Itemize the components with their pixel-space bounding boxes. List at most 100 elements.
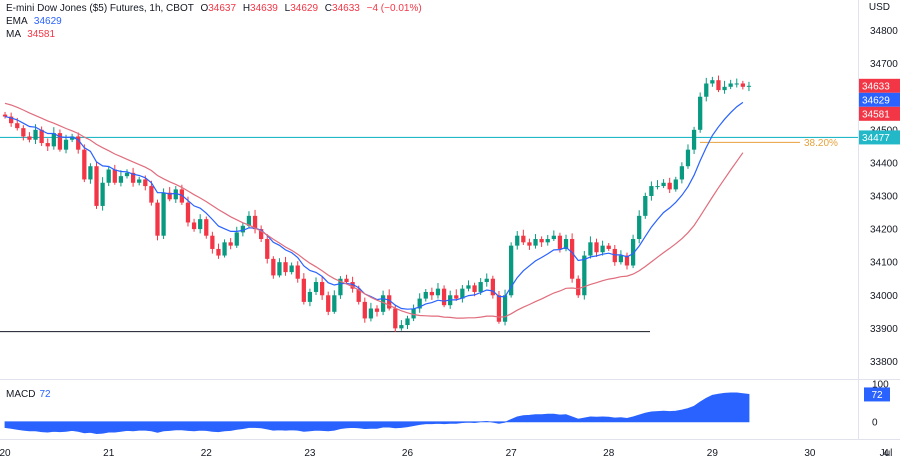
- candle-body: [106, 169, 111, 183]
- legend-change: −4 (−0.01%): [366, 3, 422, 14]
- legend-c-value: 34633: [332, 3, 360, 14]
- candle: [460, 285, 465, 303]
- candle-body: [740, 83, 745, 87]
- candle: [466, 280, 471, 292]
- macd-legend[interactable]: MACD 72: [6, 389, 51, 400]
- x-tick-label: 26: [402, 448, 414, 459]
- candle: [728, 79, 733, 90]
- candle: [295, 261, 300, 283]
- candle-body: [509, 245, 514, 296]
- candle: [594, 238, 599, 257]
- candle: [509, 242, 514, 298]
- candle-body: [277, 262, 282, 276]
- candle-body: [350, 282, 355, 289]
- candle-body: [661, 182, 666, 187]
- candle-body: [338, 278, 343, 296]
- candle: [624, 252, 630, 270]
- candle: [630, 234, 636, 269]
- candle: [21, 125, 26, 141]
- candle: [698, 92, 703, 133]
- candle-body: [228, 242, 233, 246]
- candle: [661, 179, 666, 189]
- candle-body: [21, 128, 26, 137]
- candle-body: [204, 219, 209, 236]
- price-tag-bg: [859, 106, 900, 121]
- candle: [454, 289, 459, 301]
- candle-body: [673, 179, 678, 190]
- candle-body: [112, 169, 117, 183]
- candle-body: [393, 308, 398, 329]
- candle-body: [283, 262, 288, 273]
- candle: [411, 304, 416, 322]
- candle-body: [563, 239, 569, 249]
- candle-body: [9, 116, 14, 124]
- candle: [606, 242, 611, 251]
- candle-body: [362, 301, 367, 319]
- candle: [259, 225, 264, 242]
- legend-ma-value: 34581: [27, 29, 56, 40]
- candle: [118, 170, 124, 187]
- macd-price-tag-bg: [864, 387, 890, 402]
- candle: [374, 305, 380, 317]
- price-tag: 34629: [859, 92, 900, 107]
- candle-body: [478, 282, 483, 292]
- candle-body: [222, 242, 227, 256]
- candle: [649, 181, 654, 201]
- candle: [344, 274, 349, 285]
- candle-body: [496, 295, 502, 322]
- candle: [155, 199, 160, 241]
- candle: [521, 229, 526, 245]
- candle: [277, 258, 282, 278]
- x-tick-label: 21: [103, 448, 115, 459]
- candle-body: [698, 96, 703, 130]
- candle-body: [368, 308, 374, 319]
- candle-body: [63, 139, 69, 150]
- legend-c-label: C: [324, 3, 333, 14]
- legend-ma-row[interactable]: MA 34581: [6, 28, 422, 41]
- candle: [204, 216, 209, 239]
- candle: [527, 238, 532, 250]
- candle: [368, 302, 374, 322]
- candle-body: [265, 239, 270, 259]
- candle-body: [722, 86, 727, 91]
- legend-ema-row[interactable]: EMA 34629: [6, 15, 422, 28]
- macd-tick-label: 0: [872, 417, 878, 428]
- macd-area: [4, 392, 750, 435]
- candle-body: [649, 186, 654, 196]
- legend-o-label: O: [200, 3, 209, 14]
- candle-body: [521, 235, 526, 243]
- candle-body: [210, 235, 215, 249]
- price-tag-bg: [859, 78, 900, 93]
- candle-body: [155, 202, 160, 236]
- candle: [307, 288, 313, 307]
- candle: [441, 285, 447, 308]
- candle: [338, 276, 343, 299]
- candle-body: [326, 295, 331, 312]
- price-tag-bg: [859, 92, 900, 107]
- candle: [319, 276, 325, 300]
- candle: [112, 164, 117, 185]
- candle-body: [76, 136, 81, 150]
- macd-price-tag-text: 72: [871, 390, 883, 401]
- legend-l-label: L: [284, 3, 291, 14]
- candle-body: [332, 295, 337, 312]
- candle: [271, 256, 276, 279]
- legend-ema-label: EMA: [6, 16, 28, 27]
- candle-body: [435, 288, 441, 296]
- currency-label[interactable]: USD: [868, 2, 890, 13]
- candle-body: [569, 239, 575, 279]
- candle: [734, 78, 739, 88]
- ema-line: [4, 101, 744, 310]
- candle: [746, 81, 752, 92]
- legend-h-label: H: [242, 3, 251, 14]
- candle: [173, 186, 178, 203]
- candle-body: [728, 83, 733, 87]
- candle-body: [57, 133, 63, 150]
- candle: [124, 169, 130, 179]
- candle-body: [710, 80, 715, 84]
- ma-line: [4, 102, 744, 319]
- candle: [100, 177, 105, 211]
- candle-body: [502, 295, 508, 322]
